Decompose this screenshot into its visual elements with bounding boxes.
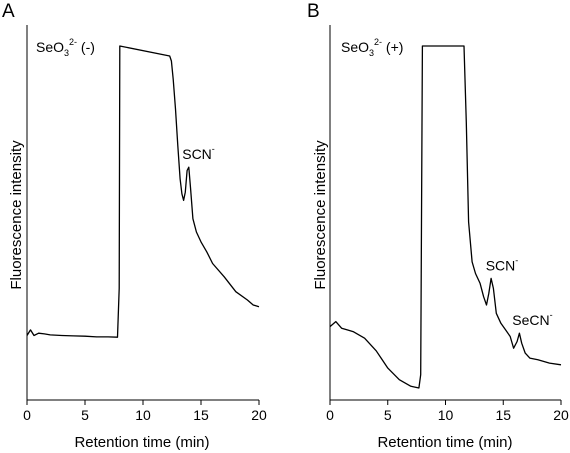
annotations-b: SCN- SeCN- <box>486 255 553 328</box>
x-tick-label: 15 <box>193 407 209 423</box>
x-tick-label: 5 <box>81 407 89 423</box>
condition-label-b: SeO32- (+) <box>341 37 403 58</box>
peak-annotation: SeCN- <box>512 310 552 328</box>
trace-b <box>329 45 562 389</box>
x-tick-label: 10 <box>135 407 151 423</box>
panel-b: B SeO32- (+) Retention time (min) Fluore… <box>307 1 569 451</box>
x-tick-label: 20 <box>553 407 569 423</box>
x-tick-label: 5 <box>384 407 392 423</box>
x-ticks-b: 0 5 10 15 20 <box>326 400 569 423</box>
x-tick-label: 20 <box>251 407 267 423</box>
panel-a: A SeO32- (-) Retention time (min) Fluore… <box>2 1 267 451</box>
condition-label-a: SeO32- (-) <box>36 37 95 58</box>
x-ticks-a: 0 5 10 15 20 <box>23 400 267 423</box>
y-axis-label-b: Fluorescence intensity <box>312 140 329 290</box>
x-tick-label: 10 <box>438 407 454 423</box>
annotations-a: SCN- <box>182 144 215 162</box>
x-tick-label: 0 <box>326 407 334 423</box>
peak-annotation: SCN- <box>182 144 215 162</box>
peak-annotation: SCN- <box>486 255 519 273</box>
x-axis-label-b: Retention time (min) <box>377 434 512 451</box>
panel-letter-b: B <box>307 1 320 22</box>
x-tick-label: 0 <box>23 407 31 423</box>
y-axis-label-a: Fluorescence intensity <box>8 140 25 290</box>
x-tick-label: 15 <box>495 407 511 423</box>
panel-letter-a: A <box>2 1 15 22</box>
trace-a <box>26 45 260 338</box>
x-axis-label-a: Retention time (min) <box>74 434 209 451</box>
